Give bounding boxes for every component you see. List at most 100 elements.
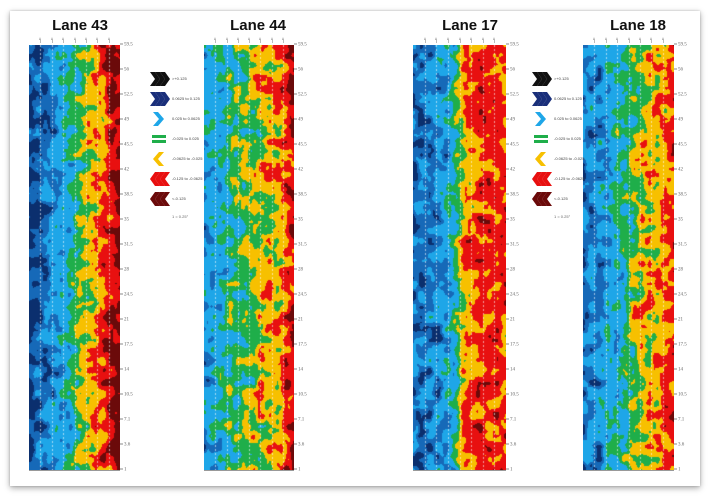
y-tick-label: 7.1: [506, 418, 516, 423]
legend-item: <-0.125: [532, 192, 592, 206]
x-tick-marker: [96, 37, 98, 43]
lane-17-x-axis: [413, 470, 506, 471]
y-tick-label: 31.5: [294, 243, 307, 248]
x-tick-marker: [616, 37, 618, 43]
lane-18-x-axis: [583, 470, 674, 471]
legend-item: >+0.125: [150, 72, 210, 86]
y-tick-label: 35: [506, 218, 515, 223]
y-tick-label: 10.5: [294, 393, 307, 398]
y-tick-label: 17.5: [506, 343, 519, 348]
y-tick-label: 21: [506, 318, 515, 323]
y-tick-label: 14: [506, 368, 515, 373]
lane-43-heatmap: [29, 45, 120, 470]
legend-item: <-0.125: [150, 192, 210, 206]
x-tick-marker: [435, 37, 437, 43]
y-tick-label: 1: [294, 468, 301, 473]
lane-17-x-ticks: [413, 37, 506, 45]
legend-left: >+0.125 0.0625 to 0.125 0.025 to 0.0625 -0.…: [150, 72, 210, 222]
y-tick-label: 17.5: [120, 343, 133, 348]
y-tick-label: 28: [294, 268, 303, 273]
legend-item: -0.025 to 0.025: [532, 132, 592, 146]
y-tick-label: 42: [506, 168, 515, 173]
y-tick-label: 31.5: [674, 243, 687, 248]
y-tick-label: 45.5: [506, 143, 519, 148]
y-tick-label: 14: [674, 368, 683, 373]
lane-43-title: Lane 43: [52, 17, 108, 34]
x-tick-marker: [51, 37, 53, 43]
y-tick-label: 42: [120, 168, 129, 173]
x-tick-marker: [447, 37, 449, 43]
x-tick-marker: [85, 37, 87, 43]
lane-44-title: Lane 44: [230, 17, 286, 34]
y-tick-label: 1: [120, 468, 127, 473]
y-tick-label: 49: [120, 118, 129, 123]
legend-label: 0.0625 to 0.125: [554, 96, 582, 101]
y-tick-label: 28: [674, 268, 683, 273]
y-tick-label: 24.5: [506, 293, 519, 298]
y-tick-label: 49: [674, 118, 683, 123]
y-tick-label: 17.5: [674, 343, 687, 348]
y-tick-label: 49: [506, 118, 515, 123]
y-tick-label: 52.5: [294, 93, 307, 98]
y-tick-label: 7.1: [120, 418, 130, 423]
y-tick-label: 21: [120, 318, 129, 323]
x-tick-marker: [74, 37, 76, 43]
y-tick-label: 21: [674, 318, 683, 323]
y-tick-label: 3.6: [294, 443, 304, 448]
x-tick-marker: [271, 37, 273, 43]
x-tick-marker: [593, 37, 595, 43]
legend-item: 0.0625 to 0.125: [532, 92, 592, 106]
y-tick-label: 42: [674, 168, 683, 173]
y-tick-label: 52.5: [674, 93, 687, 98]
y-tick-label: 1: [506, 468, 513, 473]
heatmap-canvas: [413, 45, 506, 470]
y-tick-label: 59.5: [120, 43, 133, 48]
lane-44-y-axis: 59.5 56 52.5 49 45.5 42 38.5 35 31.5 28 24.5 21 17.5…: [294, 43, 318, 473]
y-tick-label: 59.5: [674, 43, 687, 48]
y-tick-label: 10.5: [120, 393, 133, 398]
legend-label: >+0.125: [172, 76, 187, 81]
x-tick-marker: [259, 37, 261, 43]
legend-label: 0.025 to 0.0625: [172, 116, 200, 121]
x-tick-marker: [108, 37, 110, 43]
x-tick-marker: [424, 37, 426, 43]
lane-17-title: Lane 17: [442, 17, 498, 34]
lane-44-heatmap: [204, 45, 294, 470]
lane-18-y-axis: 59.5 56 52.5 49 45.5 42 38.5 35 31.5 28 24.5 21 17.5…: [674, 43, 698, 473]
lane-43-x-axis: [29, 470, 120, 471]
x-tick-marker: [282, 37, 284, 43]
legend-right: >+0.125 0.0625 to 0.125 0.025 to 0.0625 -0.…: [532, 72, 592, 222]
y-tick-label: 10.5: [506, 393, 519, 398]
y-tick-label: 56: [120, 68, 129, 73]
x-tick-marker: [62, 37, 64, 43]
y-tick-label: 24.5: [674, 293, 687, 298]
lane-18-title: Lane 18: [610, 17, 666, 34]
y-tick-label: 42: [294, 168, 303, 173]
x-tick-marker: [237, 37, 239, 43]
y-tick-label: 14: [294, 368, 303, 373]
y-tick-label: 56: [674, 68, 683, 73]
lane-18-heatmap: [583, 45, 674, 470]
legend-item: -0.125 to -0.0625: [150, 172, 210, 186]
y-tick-label: 52.5: [120, 93, 133, 98]
y-tick-label: 59.5: [506, 43, 519, 48]
lane-18-x-ticks: [583, 37, 674, 45]
legend-label: -0.0625 to -0.025: [172, 156, 203, 161]
y-tick-label: 45.5: [674, 143, 687, 148]
legend-label: -0.125 to -0.0625: [172, 176, 203, 181]
y-tick-label: 3.6: [120, 443, 130, 448]
y-tick-label: 17.5: [294, 343, 307, 348]
y-tick-label: 24.5: [120, 293, 133, 298]
legend-note: 1 = 0.25°: [554, 214, 571, 219]
y-tick-label: 52.5: [506, 93, 519, 98]
y-tick-label: 1: [674, 468, 681, 473]
y-tick-label: 45.5: [120, 143, 133, 148]
lane-43-y-axis: 59.5 56 52.5 49 45.5 42 38.5 35 31.5 28 24.5 21 17.5…: [120, 43, 144, 473]
y-tick-label: 10.5: [674, 393, 687, 398]
lane-43-x-ticks: [29, 37, 120, 45]
legend-item: -0.0625 to -0.025: [150, 152, 210, 166]
y-tick-label: 45.5: [294, 143, 307, 148]
x-tick-marker: [459, 37, 461, 43]
legend-label: >+0.125: [554, 76, 569, 81]
x-tick-marker: [628, 37, 630, 43]
